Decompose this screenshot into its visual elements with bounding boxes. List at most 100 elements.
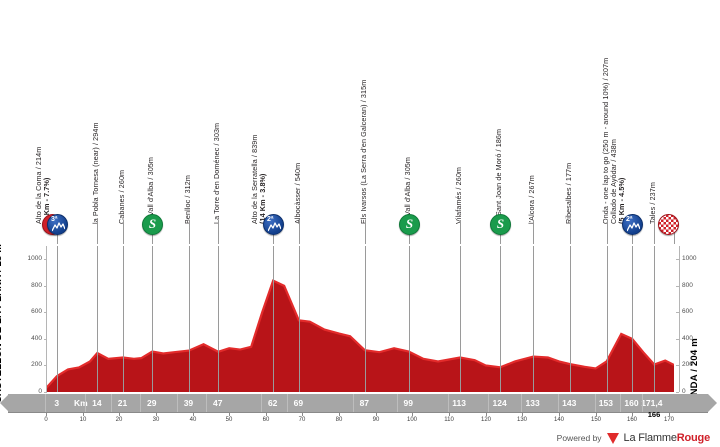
ruler-tick xyxy=(339,412,340,416)
km-bar-separator xyxy=(177,394,178,412)
km-bar-separator xyxy=(261,394,262,412)
y-tick-mark-right xyxy=(676,338,679,340)
marker-stem xyxy=(500,232,501,244)
sprint-marker-icon[interactable]: S xyxy=(142,214,163,235)
sprint-marker-icon[interactable]: S xyxy=(399,214,420,235)
climb-marker-icon[interactable]: 2ª xyxy=(622,214,643,235)
ruler-tick xyxy=(669,412,670,416)
ruler-tick-label: 110 xyxy=(444,417,454,423)
gridline xyxy=(570,246,571,392)
ruler-tick-label: 20 xyxy=(115,417,123,423)
marker-stem xyxy=(533,220,534,244)
marker-stem xyxy=(460,220,461,244)
gridline xyxy=(632,246,633,392)
gridline xyxy=(273,246,274,392)
elevation-area xyxy=(46,279,674,392)
gridline xyxy=(409,246,410,392)
marker-label: Ribesalbes / 177m xyxy=(564,162,573,224)
km-bar-value: 133 xyxy=(525,398,540,408)
marker-stem xyxy=(97,220,98,244)
mountain-icon xyxy=(52,222,65,232)
y-tick-mark-right xyxy=(676,392,679,393)
km-bar-separator xyxy=(558,394,559,412)
km-bar-value: 21 xyxy=(117,398,128,408)
marker-stem xyxy=(632,232,633,244)
gridline xyxy=(218,246,219,392)
km-bar-cap-left xyxy=(0,394,9,412)
marker-stem xyxy=(57,232,58,244)
km-bar-band xyxy=(8,394,708,412)
km-bar-value: 160 xyxy=(624,398,639,408)
y-tick-mark-right xyxy=(676,285,679,287)
km-bar-unit-label: Km xyxy=(74,398,88,408)
gridline xyxy=(654,246,655,392)
distance-ruler: 0 10 20 30 40 50 60 70 80 90 100 110 120 130 140 150 160… xyxy=(0,410,720,432)
finish-flag-icon[interactable] xyxy=(658,214,679,235)
km-bar-value: 3 xyxy=(54,398,60,408)
y-tick-right: 600 xyxy=(682,308,693,316)
ruler-tick xyxy=(412,412,413,416)
y-tick-right: 800 xyxy=(682,281,693,289)
marker-label: la Pobla Tornesa (near) / 294m xyxy=(91,122,100,224)
km-bar-separator xyxy=(353,394,354,412)
climb-marker-icon[interactable]: 2ª xyxy=(263,214,284,235)
marker-stem xyxy=(570,220,571,244)
marker-stem xyxy=(674,232,675,244)
marker-stem xyxy=(409,232,410,244)
ruler-tick xyxy=(193,412,194,416)
gridline xyxy=(533,246,534,392)
gridline xyxy=(189,246,190,392)
sprint-marker-icon[interactable]: S xyxy=(490,214,511,235)
y-tick-mark-left xyxy=(44,392,47,393)
marker-label: Vall d'Alba / 305m xyxy=(403,157,412,216)
climb-marker-icon[interactable]: 3ª xyxy=(47,214,68,235)
marker-stem xyxy=(218,220,219,244)
y-tick-mark-left xyxy=(44,312,47,314)
km-bar-separator xyxy=(85,394,86,412)
gridline xyxy=(57,246,58,392)
marker-stem xyxy=(189,220,190,244)
y-tick-left: 600 xyxy=(31,308,42,316)
marker-label-detail: (2 Km - 7.7%) xyxy=(42,177,51,224)
y-tick-mark-right xyxy=(676,259,679,261)
marker-label: Vall d'Alba / 305m xyxy=(146,157,155,216)
ruler-tick xyxy=(156,412,157,416)
y-tick-mark-right xyxy=(676,365,679,367)
km-bar-value: 124 xyxy=(492,398,507,408)
marker-label: Benlloc / 312m xyxy=(183,175,192,224)
climb-category-label: 2ª xyxy=(267,216,274,223)
marker-label: Els Ivarsos (La Serra d'en Galceran) / 3… xyxy=(359,79,368,224)
marker-label: Collado de Ayódar / 438m (5 Km - 4.5%) xyxy=(609,139,626,224)
brand-name: La FlammeRouge xyxy=(623,432,711,444)
km-bar-separator xyxy=(448,394,449,412)
mountain-icon xyxy=(268,222,281,232)
y-tick-mark-left xyxy=(44,365,47,367)
y-tick-left: 200 xyxy=(31,361,42,369)
ruler-tick xyxy=(632,412,633,416)
km-bar-value: 87 xyxy=(359,398,370,408)
marker-stem xyxy=(299,220,300,244)
km-bar: Km 3 14 21 29 39 47 62 69 87 99 113 124 133 143 153 160… xyxy=(0,394,720,412)
marker-label: Tales / 237m xyxy=(648,182,657,224)
gridline xyxy=(299,246,300,392)
marker-label: Vilafamés / 260m xyxy=(454,167,463,224)
y-tick-right: 1000 xyxy=(682,255,697,263)
mountain-icon xyxy=(627,222,640,232)
y-axis-line-right xyxy=(679,246,680,392)
ruler-tick-label: 80 xyxy=(335,417,343,423)
marker-label-detail: (14 Km - 3.8%) xyxy=(258,173,267,224)
marker-stem xyxy=(654,220,655,244)
marker-label: Sant Joan de Moró / 186m xyxy=(494,128,503,216)
gridline xyxy=(500,246,501,392)
ruler-tick xyxy=(46,412,47,416)
ruler-tick-label: 0 xyxy=(44,417,48,423)
ruler-tick-label: 100 xyxy=(406,417,418,423)
ruler-tick xyxy=(83,412,84,416)
ruler-tick-label: 70 xyxy=(298,417,306,423)
km-bar-separator xyxy=(287,394,288,412)
km-bar-separator xyxy=(397,394,398,412)
y-tick-mark-left xyxy=(44,338,47,340)
ruler-tick-label: 30 xyxy=(152,417,160,423)
ruler-baseline xyxy=(8,412,708,413)
km-bar-separator xyxy=(620,394,621,412)
